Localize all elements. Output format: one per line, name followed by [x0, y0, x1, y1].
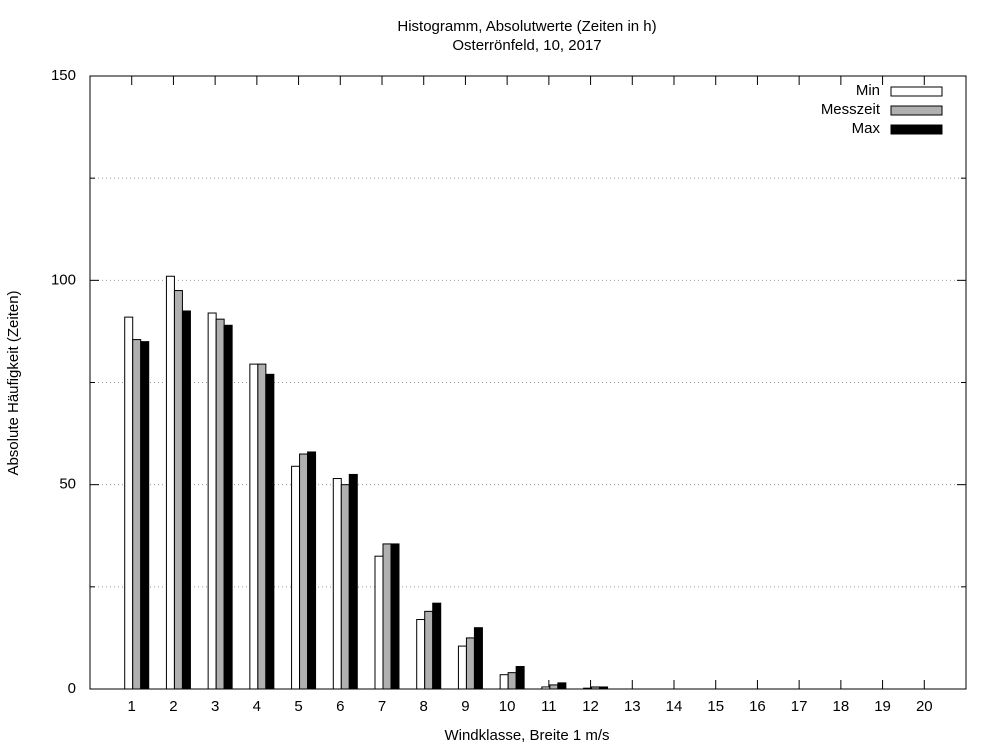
- legend-key: [890, 86, 943, 97]
- x-tick-label: 14: [666, 698, 683, 715]
- y-tick-label: 150: [51, 67, 76, 84]
- bar: [307, 451, 317, 690]
- bar: [332, 478, 342, 690]
- x-tick-label: 9: [461, 698, 469, 715]
- bar: [549, 684, 559, 690]
- legend-key: [890, 105, 943, 116]
- bar: [173, 290, 183, 690]
- bar: [124, 316, 134, 690]
- x-tick-label: 10: [499, 698, 516, 715]
- bar: [499, 674, 509, 690]
- x-tick-label: 5: [294, 698, 302, 715]
- x-tick-label: 19: [874, 698, 891, 715]
- bar: [299, 453, 309, 690]
- bar: [432, 602, 442, 690]
- chart-subtitle: Osterrönfeld, 10, 2017: [452, 37, 601, 54]
- bar: [291, 465, 301, 690]
- bar: [424, 610, 434, 690]
- y-tick-label: 0: [68, 680, 76, 697]
- legend-label: Max: [852, 120, 881, 137]
- bar: [557, 682, 567, 690]
- bar: [249, 363, 259, 690]
- legend-label: Messzeit: [821, 101, 881, 118]
- y-axis-label: Absolute Häufigkeit (Zeiten): [5, 290, 22, 475]
- bar: [165, 275, 175, 690]
- chart-title: Histogramm, Absolutwerte (Zeiten in h): [397, 18, 656, 35]
- x-tick-label: 6: [336, 698, 344, 715]
- legend-key: [890, 124, 943, 135]
- bar: [507, 672, 517, 690]
- x-tick-label: 15: [707, 698, 724, 715]
- x-tick-label: 18: [833, 698, 850, 715]
- bar: [132, 339, 142, 690]
- x-tick-label: 3: [211, 698, 219, 715]
- legend-label: Min: [856, 82, 880, 99]
- bar: [382, 543, 392, 690]
- x-tick-label: 12: [582, 698, 599, 715]
- bar: [207, 312, 217, 690]
- x-tick-label: 13: [624, 698, 641, 715]
- x-tick-label: 11: [541, 698, 557, 715]
- bar: [416, 619, 426, 690]
- x-tick-label: 20: [916, 698, 933, 715]
- x-axis-label: Windklasse, Breite 1 m/s: [444, 727, 609, 744]
- x-tick-label: 2: [169, 698, 177, 715]
- bar: [473, 627, 483, 690]
- y-tick-label: 100: [51, 271, 76, 288]
- bar: [215, 318, 225, 690]
- x-tick-label: 1: [128, 698, 136, 715]
- bar: [390, 543, 400, 690]
- x-tick-label: 17: [791, 698, 808, 715]
- bar: [265, 373, 275, 690]
- bar: [465, 637, 475, 690]
- plot-border: [89, 75, 967, 690]
- x-tick-label: 8: [420, 698, 428, 715]
- bar: [340, 484, 350, 690]
- bar: [223, 324, 233, 690]
- y-tick-label: 50: [59, 476, 76, 493]
- x-tick-label: 16: [749, 698, 766, 715]
- x-tick-label: 7: [378, 698, 386, 715]
- bar: [140, 341, 150, 690]
- bar: [374, 555, 384, 690]
- x-tick-label: 4: [253, 698, 261, 715]
- bar: [181, 310, 191, 690]
- bar: [457, 645, 467, 690]
- bar: [515, 666, 525, 690]
- bar: [348, 473, 358, 690]
- bar: [257, 363, 267, 690]
